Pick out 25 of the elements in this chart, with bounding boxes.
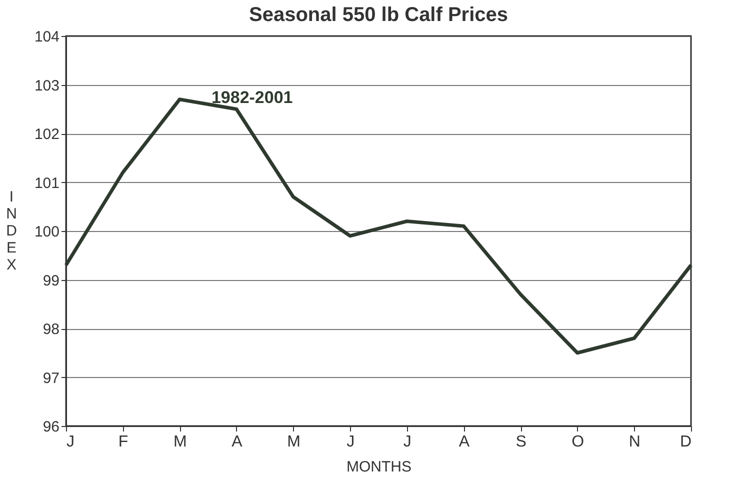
x-axis-title: MONTHS bbox=[346, 458, 412, 476]
x-tick-label: N bbox=[628, 434, 640, 450]
x-tick-label: A bbox=[458, 434, 470, 450]
x-tick-label: J bbox=[66, 434, 74, 450]
series-label: 1982-2001 bbox=[211, 88, 293, 108]
y-tick-label: 100 bbox=[34, 224, 60, 240]
x-tick-label: J bbox=[403, 434, 412, 450]
chart-title: Seasonal 550 lb Calf Prices bbox=[248, 4, 508, 26]
y-tick-label: 99 bbox=[42, 272, 60, 290]
x-tick-label: F bbox=[118, 434, 128, 450]
x-tick-label: S bbox=[516, 434, 526, 450]
x-tick-label: O bbox=[572, 434, 584, 450]
y-tick-label: 102 bbox=[34, 126, 60, 143]
y-axis-title: INDEX bbox=[6, 188, 18, 274]
y-tick-label: 103 bbox=[34, 77, 60, 94]
x-tick-label: M bbox=[287, 434, 300, 450]
x-tick-label: D bbox=[680, 434, 692, 450]
y-tick-label: 98 bbox=[42, 321, 60, 338]
y-tick-label: 101 bbox=[34, 174, 60, 192]
y-tick-label: 104 bbox=[34, 28, 60, 46]
y-tick-label: 97 bbox=[42, 370, 60, 387]
x-tick-label: J bbox=[346, 434, 355, 450]
y-tick-label: 96 bbox=[42, 418, 60, 436]
x-tick-label: A bbox=[232, 434, 243, 450]
x-tick-label: M bbox=[173, 434, 187, 450]
